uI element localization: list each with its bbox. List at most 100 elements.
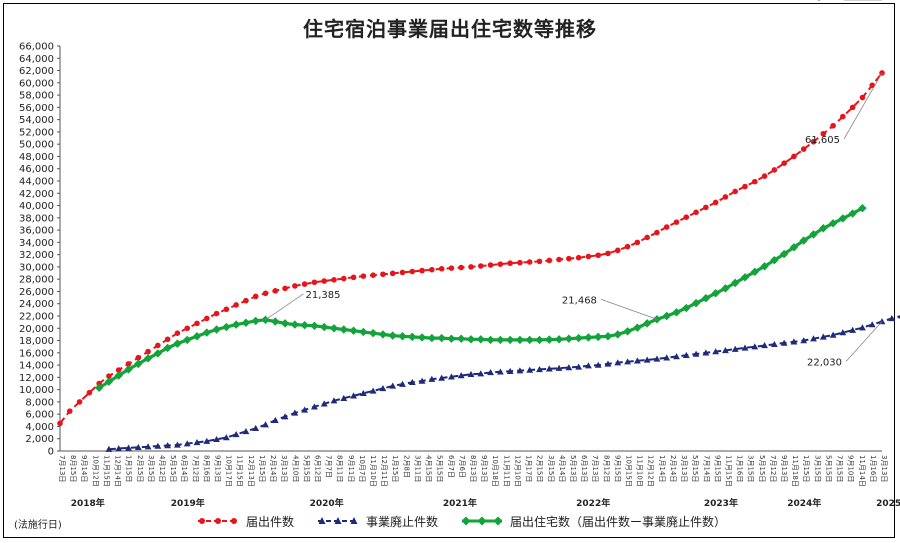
x-tick-label: 6月7日 bbox=[447, 455, 455, 478]
series-1-point bbox=[722, 346, 729, 354]
series-1-point bbox=[692, 350, 700, 357]
y-tick-label: 50,000 bbox=[19, 140, 54, 151]
x-tick-label: 11月11日 bbox=[502, 455, 510, 487]
series-1-point bbox=[663, 354, 671, 361]
series-2-point bbox=[858, 203, 867, 213]
x-tick-label: 9月13日 bbox=[480, 455, 488, 482]
x-tick-label: 6月13日 bbox=[580, 455, 588, 482]
series-2-point bbox=[94, 383, 104, 392]
series-1-point bbox=[448, 373, 455, 380]
series-1-point bbox=[800, 337, 808, 344]
year-label: 2023年 bbox=[704, 497, 738, 509]
series-1-point bbox=[115, 445, 123, 452]
series-1-point bbox=[761, 342, 768, 349]
series-2-point bbox=[378, 330, 388, 339]
series-2-point bbox=[682, 303, 691, 313]
x-tick-label: 12月12日 bbox=[647, 455, 655, 487]
series-1-point bbox=[467, 370, 475, 378]
x-tick-label: 9月14日 bbox=[80, 455, 88, 482]
series-2-point bbox=[819, 224, 828, 233]
y-tick-label: 36,000 bbox=[19, 226, 54, 237]
x-tick-label: 3月15日 bbox=[147, 455, 155, 482]
series-0-point bbox=[781, 160, 787, 167]
x-tick-label: 7月14日 bbox=[702, 455, 710, 482]
x-tick-label: 3月15日 bbox=[547, 455, 555, 482]
legend-swatch-icon bbox=[198, 518, 238, 524]
series-2-point bbox=[594, 332, 603, 342]
x-tick-label: 3月11日 bbox=[413, 455, 421, 482]
x-tick-label: 4月14日 bbox=[558, 455, 566, 482]
series-1-point bbox=[408, 378, 416, 385]
annotation-label: 21,385 bbox=[306, 290, 341, 301]
series-0-point bbox=[517, 259, 523, 266]
series-2-point bbox=[280, 319, 290, 328]
series-1-point bbox=[340, 394, 348, 401]
y-tick-label: 16,000 bbox=[19, 348, 54, 359]
y-tick-label: 10,000 bbox=[19, 385, 54, 396]
series-1-point bbox=[839, 329, 847, 336]
series-0-point bbox=[164, 336, 171, 343]
year-label: 2022年 bbox=[576, 497, 610, 509]
series-2-point bbox=[750, 267, 759, 277]
series-1-point bbox=[731, 345, 739, 352]
series-0-point bbox=[76, 399, 83, 405]
series-2-point bbox=[525, 335, 534, 345]
year-label: 2025年 bbox=[876, 497, 900, 509]
series-2-point bbox=[339, 325, 348, 334]
y-tick-label: 38,000 bbox=[19, 213, 54, 224]
series-0-point bbox=[497, 261, 504, 267]
legend-label: 事業廃止件数 bbox=[366, 514, 439, 529]
series-2-point bbox=[202, 328, 211, 337]
x-tick-label: 10月18日 bbox=[491, 455, 499, 487]
series-1-point bbox=[859, 324, 866, 331]
series-1-point bbox=[222, 434, 230, 441]
annotation-leader bbox=[600, 298, 658, 320]
x-tick-label: 7月13日 bbox=[58, 455, 66, 482]
series-0-point bbox=[605, 250, 611, 257]
x-tick-label: 7月13日 bbox=[591, 455, 599, 482]
series-0-point bbox=[370, 272, 376, 278]
series-2-point bbox=[828, 219, 838, 228]
y-tick-label: 26,000 bbox=[19, 287, 54, 298]
series-1-point bbox=[320, 400, 328, 407]
x-tick-label: 12月13日 bbox=[247, 455, 255, 487]
series-1-point bbox=[369, 387, 377, 394]
series-0-point bbox=[292, 283, 298, 289]
series-0-point bbox=[350, 274, 357, 281]
series-0-point bbox=[448, 265, 455, 271]
x-tick-label: 10月12日 bbox=[91, 455, 99, 487]
series-2-point bbox=[770, 255, 779, 265]
series-1-point bbox=[741, 344, 749, 351]
y-tick-label: 32,000 bbox=[19, 250, 54, 261]
series-0-point bbox=[409, 268, 416, 275]
legend-item: 届出件数 bbox=[196, 513, 294, 530]
year-label: 2018年 bbox=[71, 497, 105, 509]
series-0-point bbox=[751, 178, 758, 185]
x-tick-label: 5月15日 bbox=[436, 455, 444, 482]
series-1-point bbox=[506, 367, 514, 374]
series-2-point bbox=[662, 311, 671, 321]
series-1-point bbox=[888, 315, 896, 322]
legend-swatch-icon bbox=[461, 516, 503, 526]
series-1-point bbox=[125, 444, 132, 451]
series-line-2 bbox=[98, 206, 864, 390]
y-tick-label: 62,000 bbox=[19, 66, 54, 77]
series-2-point bbox=[290, 320, 300, 329]
x-tick-label: 5月15日 bbox=[169, 455, 177, 482]
series-1-point bbox=[878, 318, 886, 325]
y-tick-label: 14,000 bbox=[19, 361, 54, 372]
series-2-point bbox=[329, 324, 339, 333]
x-tick-label: 3月13日 bbox=[680, 455, 688, 482]
series-2-point bbox=[349, 326, 358, 335]
series-2-point bbox=[505, 335, 515, 345]
series-2-point bbox=[183, 335, 192, 345]
series-2-point bbox=[779, 249, 789, 259]
series-0-point bbox=[840, 113, 846, 120]
y-tick-label: 66,000 bbox=[19, 42, 54, 53]
series-1-point bbox=[682, 351, 690, 358]
x-tick-label: 1月16日 bbox=[869, 455, 877, 482]
series-0-point bbox=[145, 348, 151, 355]
series-0-point bbox=[761, 173, 768, 179]
legend-label: 届出住宅数（届出件数ー事業廃止件数） bbox=[510, 514, 727, 529]
series-2-point bbox=[359, 327, 368, 337]
